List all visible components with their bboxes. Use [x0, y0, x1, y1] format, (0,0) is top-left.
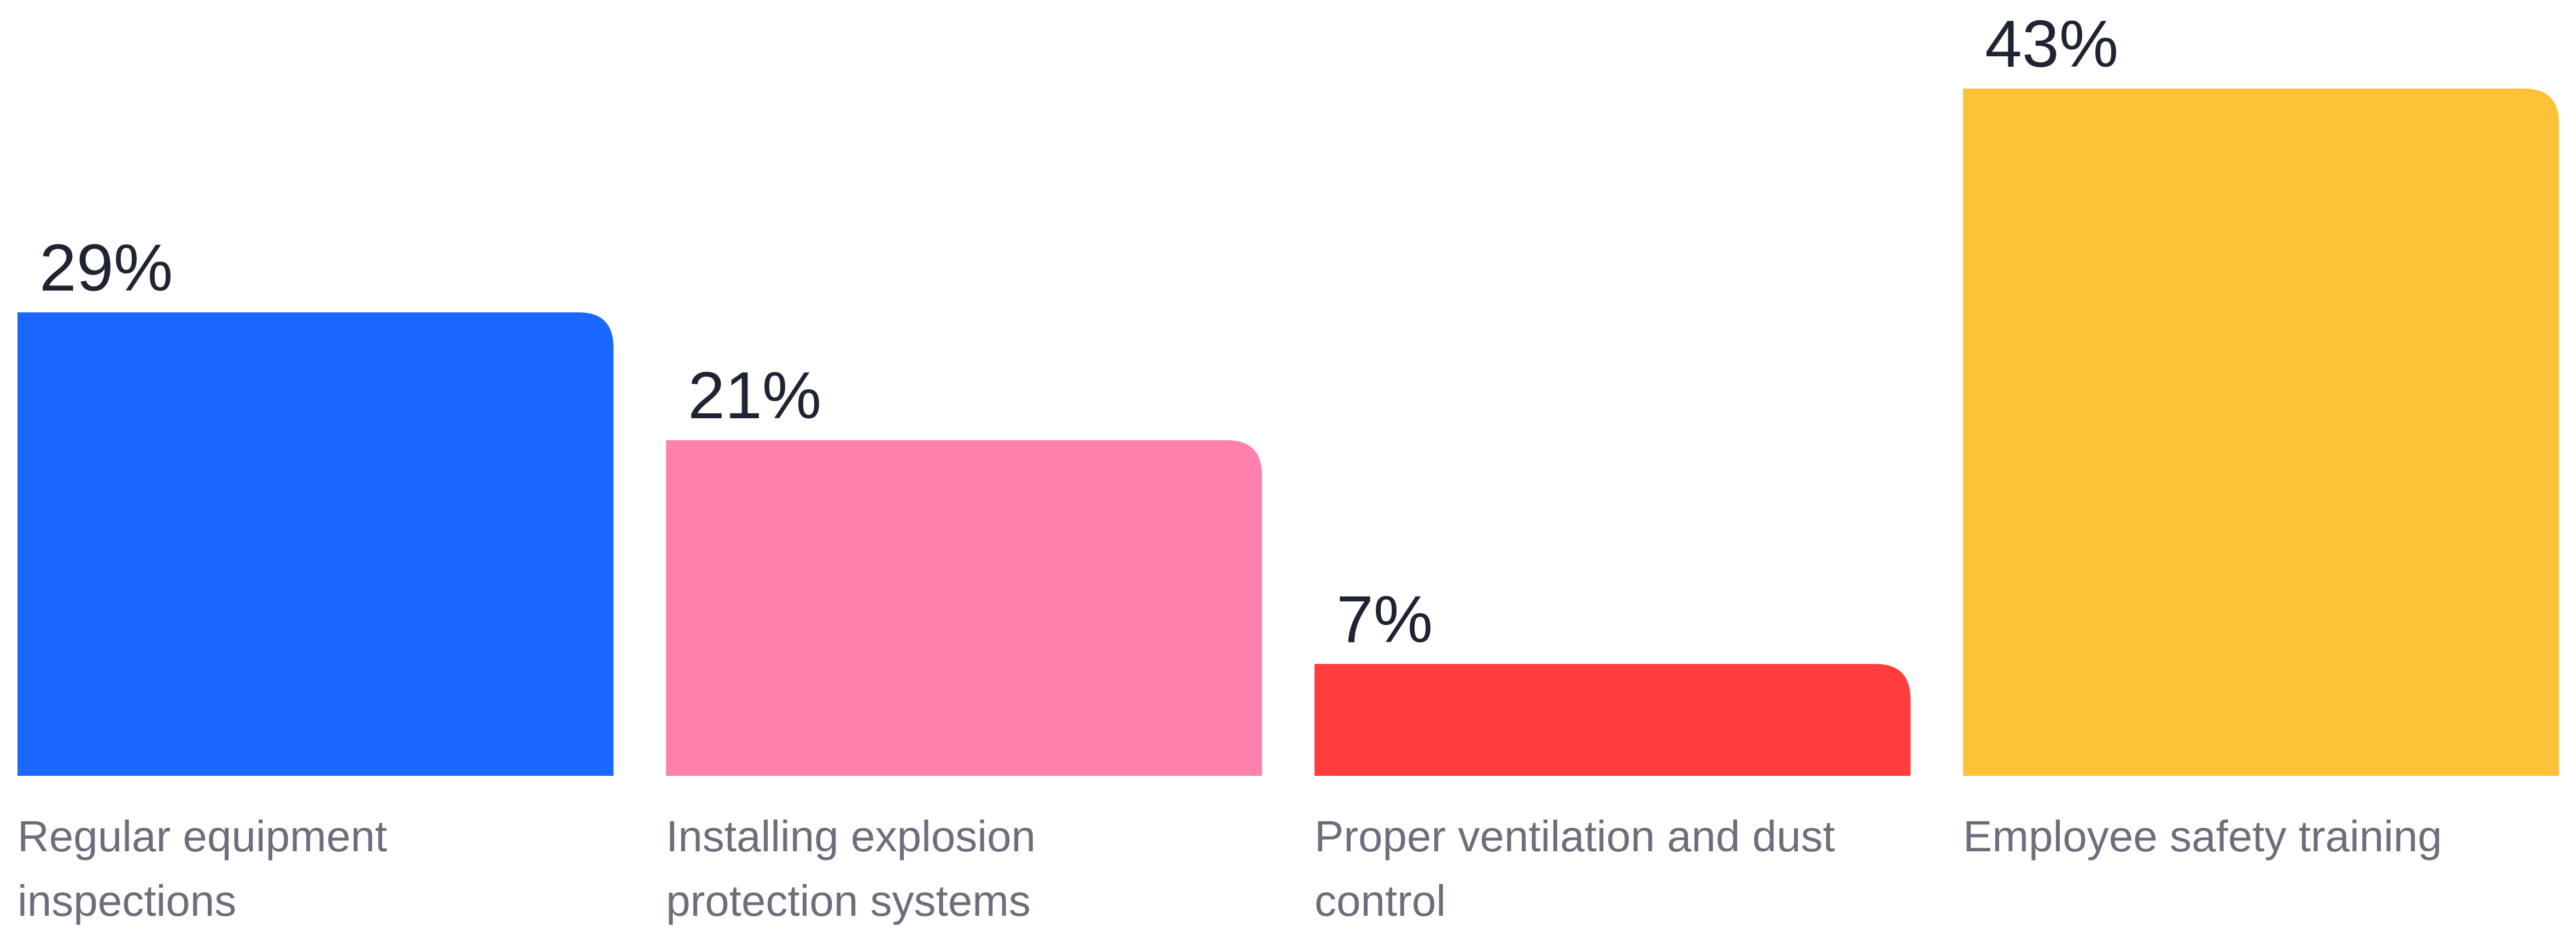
category-label-2-line-1: Installing explosion	[666, 812, 1036, 861]
bar-1	[17, 312, 614, 776]
category-label-1-line-2: inspections	[17, 876, 236, 925]
category-label-1: Regular equipment inspections	[17, 812, 387, 925]
category-label-3-line-1: Proper ventilation and dust	[1315, 812, 1835, 861]
value-label-3: 7%	[1336, 582, 1433, 656]
category-label-2: Installing explosion protection systems	[666, 812, 1036, 925]
category-label-1-line-1: Regular equipment	[17, 812, 387, 861]
category-label-3: Proper ventilation and dust control	[1315, 812, 1835, 925]
bar-4	[1963, 89, 2559, 776]
category-label-4-line-1: Employee safety training	[1963, 812, 2442, 861]
bar-2	[666, 440, 1262, 776]
value-label-4: 43%	[1985, 7, 2118, 81]
category-label-2-line-2: protection systems	[666, 876, 1031, 925]
value-label-2: 21%	[688, 358, 821, 432]
category-label-4: Employee safety training	[1963, 812, 2442, 861]
category-label-3-line-2: control	[1315, 876, 1446, 925]
bar-3	[1315, 664, 1911, 776]
value-label-1: 29%	[39, 230, 173, 305]
